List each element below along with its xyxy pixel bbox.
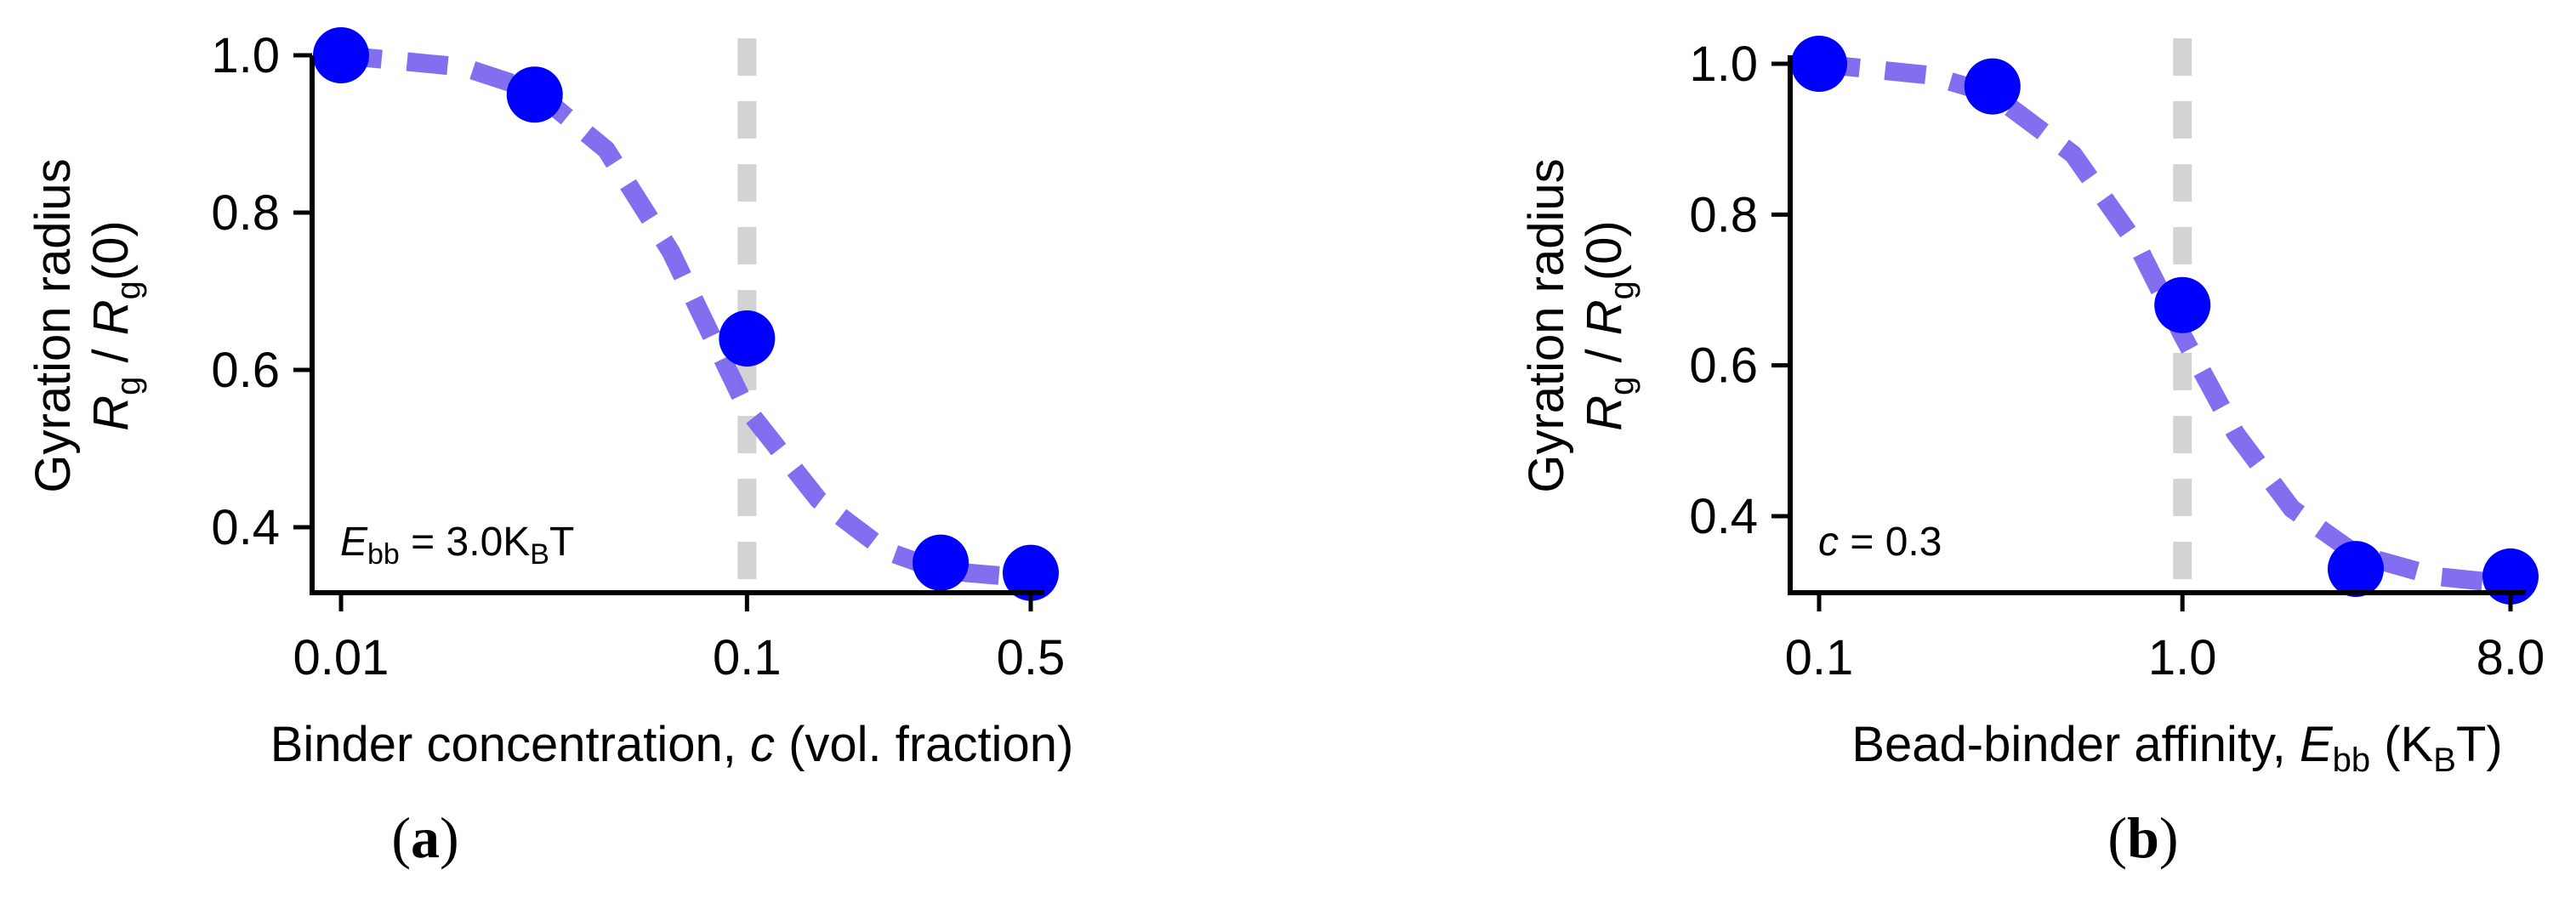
x-tick-label: 0.5 xyxy=(997,630,1066,685)
x-ticks: 0.01 0.1 0.5 xyxy=(293,593,1066,685)
data-point-3 xyxy=(719,310,776,367)
data-point-4 xyxy=(2328,541,2385,598)
chart-panel-b: 0.4 0.6 0.8 1.0 0.1 1.0 8.0 Gyration radius R… xyxy=(1519,36,2545,870)
y-tick-label: 0.4 xyxy=(211,500,280,555)
y-tick-label: 0.4 xyxy=(1689,489,1758,544)
annotation: Ebb = 3.0KBT xyxy=(340,520,574,571)
x-tick-label: 0.1 xyxy=(1785,630,1854,685)
y-tick-label: 1.0 xyxy=(211,28,280,83)
data-point-5 xyxy=(1003,544,1059,601)
y-ticks: 0.4 0.6 0.8 1.0 xyxy=(211,28,312,555)
chart-panel-a: 0.4 0.6 0.8 1.0 0.01 0.1 0.5 Gyration radius … xyxy=(26,27,1073,870)
y-axis-label-line1: Gyration radius xyxy=(1519,158,1574,492)
data-point-1 xyxy=(1791,36,1847,92)
panel-label-a: (a) xyxy=(391,805,458,870)
data-point-4 xyxy=(913,534,970,591)
data-point-1 xyxy=(313,27,369,83)
x-axis-label: Binder concentration, c (vol. fraction) xyxy=(270,717,1074,772)
x-tick-label: 1.0 xyxy=(2148,630,2217,685)
y-tick-label: 0.8 xyxy=(211,185,280,241)
y-tick-label: 1.0 xyxy=(1689,37,1758,92)
y-tick-label: 0.8 xyxy=(1689,187,1758,242)
y-axis-label: Gyration radius Rg / Rg(0) xyxy=(1519,158,1641,492)
fit-curve xyxy=(339,46,1032,588)
annotation: c = 0.3 xyxy=(1818,520,1942,565)
x-axis-label: Bead-binder affinity, Ebb (KBT) xyxy=(1851,717,2502,779)
x-tick-label: 0.1 xyxy=(713,630,782,685)
axis-frame xyxy=(1788,55,2526,595)
x-tick-label: 0.01 xyxy=(293,630,390,685)
x-tick-label: 8.0 xyxy=(2476,630,2545,685)
y-ticks: 0.4 0.6 0.8 1.0 xyxy=(1689,37,1790,544)
y-axis-label-line2: Rg / Rg(0) xyxy=(83,220,147,431)
y-axis-label: Gyration radius Rg / Rg(0) xyxy=(26,158,147,492)
y-axis-label-line1: Gyration radius xyxy=(26,158,81,492)
y-tick-label: 0.6 xyxy=(211,343,280,398)
axis-frame xyxy=(310,55,1044,595)
data-points xyxy=(313,27,1059,601)
y-tick-label: 0.6 xyxy=(1689,338,1758,394)
data-point-3 xyxy=(2154,276,2211,333)
data-point-2 xyxy=(1964,58,2021,115)
data-point-2 xyxy=(506,66,563,123)
data-points xyxy=(1791,36,2539,605)
panel-label-b: (b) xyxy=(2107,805,2178,870)
y-axis-label-line2: Rg / Rg(0) xyxy=(1577,220,1641,431)
x-ticks: 0.1 1.0 8.0 xyxy=(1785,593,2545,685)
